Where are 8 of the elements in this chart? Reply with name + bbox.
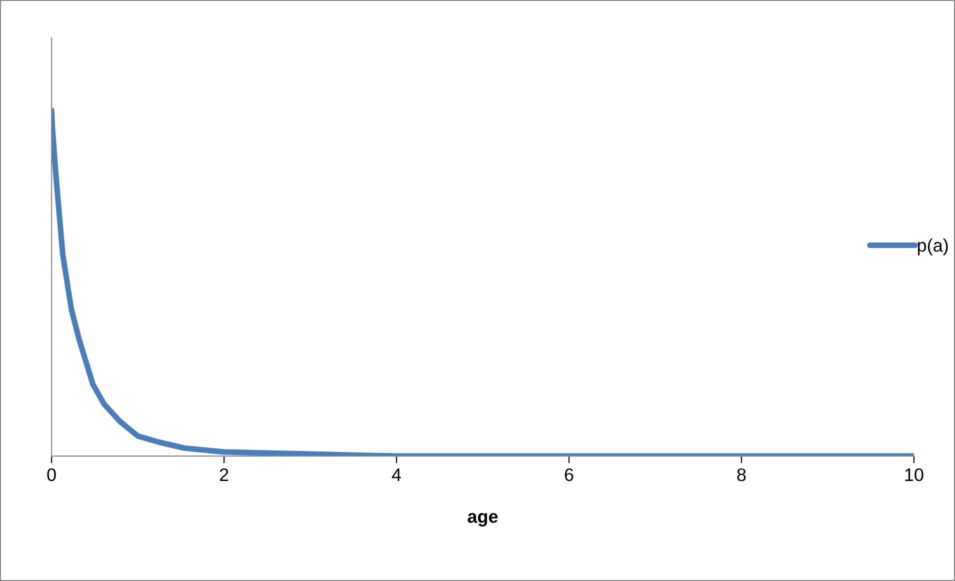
x-tick-label: 8 (737, 468, 746, 482)
legend-label: p(a) (918, 238, 948, 256)
x-tick-label: 6 (564, 468, 574, 482)
x-axis-title: age (468, 513, 498, 527)
x-tick-label: 4 (392, 468, 402, 481)
x-tick-label: 10 (905, 468, 924, 482)
x-tick-label: 2 (220, 468, 228, 481)
x-tick-label: 0 (47, 468, 56, 482)
